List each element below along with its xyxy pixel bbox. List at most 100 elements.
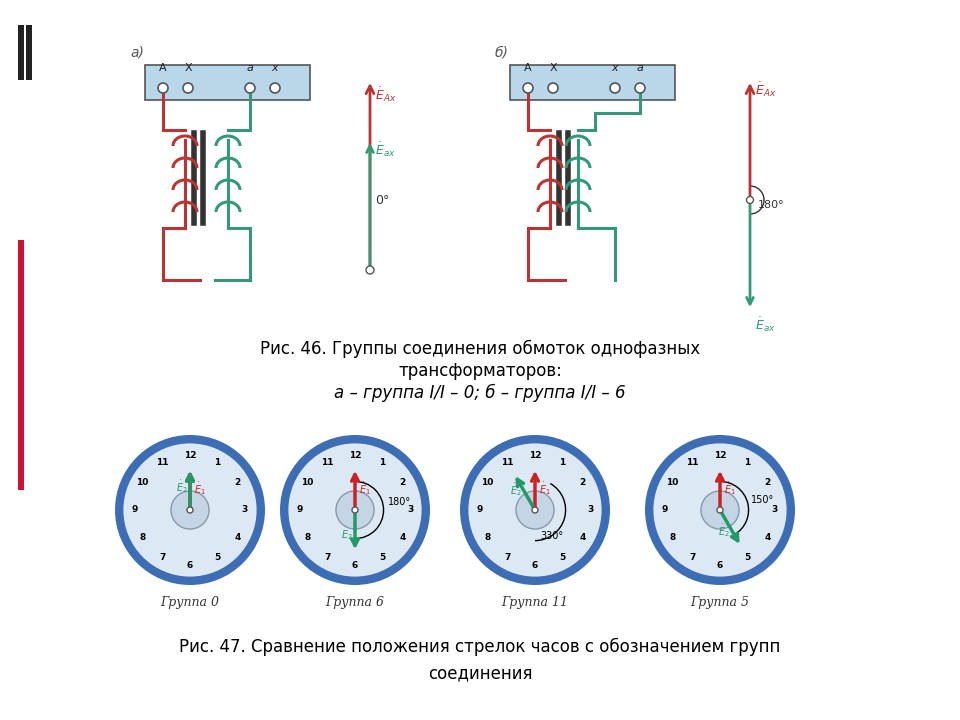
Text: 5: 5: [214, 553, 221, 562]
Text: соединения: соединения: [428, 664, 532, 682]
Text: 4: 4: [234, 533, 241, 542]
Circle shape: [467, 442, 603, 578]
Text: 5: 5: [560, 553, 565, 562]
Text: 10: 10: [481, 478, 493, 487]
Circle shape: [645, 435, 795, 585]
Circle shape: [171, 491, 209, 529]
Text: 9: 9: [297, 505, 303, 515]
Text: 9: 9: [477, 505, 483, 515]
Text: $\dot{E}_1$: $\dot{E}_1$: [724, 480, 736, 497]
Text: 1: 1: [214, 458, 221, 467]
Text: 5: 5: [744, 553, 751, 562]
Text: 4: 4: [764, 533, 771, 542]
Text: $\dot{E}_{ax}$: $\dot{E}_{ax}$: [755, 315, 776, 333]
Text: 8: 8: [304, 533, 310, 542]
Text: 12: 12: [713, 451, 727, 459]
Text: 3: 3: [242, 505, 248, 515]
Text: 11: 11: [501, 458, 514, 467]
Circle shape: [717, 507, 723, 513]
Text: X: X: [549, 63, 557, 73]
Text: A: A: [159, 63, 167, 73]
Text: 1: 1: [379, 458, 386, 467]
Text: а – группа I/I – 0; б – группа I/I – 6: а – группа I/I – 0; б – группа I/I – 6: [334, 384, 626, 402]
Text: 11: 11: [322, 458, 334, 467]
Bar: [145, 65, 310, 100]
Text: 11: 11: [156, 458, 169, 467]
Circle shape: [701, 491, 739, 529]
Text: 11: 11: [686, 458, 699, 467]
Text: 8: 8: [139, 533, 146, 542]
Circle shape: [635, 83, 645, 93]
Text: $\dot{E}_2$: $\dot{E}_2$: [177, 478, 188, 495]
Text: Рис. 47. Сравнение положения стрелок часов с обозначением групп: Рис. 47. Сравнение положения стрелок час…: [180, 638, 780, 656]
Bar: [26, 25, 32, 80]
Circle shape: [187, 507, 193, 513]
Circle shape: [532, 507, 538, 513]
Text: 9: 9: [132, 505, 138, 515]
Text: $\dot{E}_1$: $\dot{E}_1$: [359, 480, 371, 497]
Bar: [18, 440, 24, 458]
Text: 8: 8: [669, 533, 676, 542]
Circle shape: [287, 442, 423, 578]
Text: 3: 3: [772, 505, 779, 515]
Text: 10: 10: [301, 478, 314, 487]
Text: 3: 3: [587, 505, 593, 515]
Text: 6: 6: [532, 560, 539, 570]
Text: 1: 1: [744, 458, 751, 467]
Circle shape: [366, 266, 374, 274]
Text: 4: 4: [399, 533, 406, 542]
Text: 2: 2: [764, 478, 771, 487]
Text: 5: 5: [379, 553, 386, 562]
Circle shape: [460, 435, 610, 585]
Text: $\dot{E}_1$: $\dot{E}_1$: [539, 480, 551, 497]
Text: x: x: [612, 63, 618, 73]
Bar: [510, 65, 675, 100]
Text: 10: 10: [136, 478, 149, 487]
Text: 6: 6: [717, 560, 723, 570]
Text: 150°: 150°: [751, 495, 774, 505]
Circle shape: [245, 83, 255, 93]
Text: 1: 1: [560, 458, 565, 467]
Text: б): б): [495, 45, 509, 59]
Text: 180°: 180°: [758, 200, 784, 210]
Text: а): а): [130, 45, 144, 59]
Text: 12: 12: [183, 451, 196, 459]
Text: 6: 6: [352, 560, 358, 570]
Bar: [18, 25, 24, 80]
Text: X: X: [184, 63, 192, 73]
Text: Группа 11: Группа 11: [501, 596, 568, 609]
Text: 7: 7: [324, 553, 330, 562]
Text: 7: 7: [689, 553, 696, 562]
Text: 7: 7: [159, 553, 166, 562]
Text: 12: 12: [348, 451, 361, 459]
Circle shape: [158, 83, 168, 93]
Text: трансформаторов:: трансформаторов:: [398, 362, 562, 380]
Circle shape: [115, 435, 265, 585]
Circle shape: [183, 83, 193, 93]
Text: $\dot{E}_2$: $\dot{E}_2$: [510, 482, 521, 498]
Circle shape: [280, 435, 430, 585]
Text: Группа 5: Группа 5: [690, 596, 750, 609]
Circle shape: [610, 83, 620, 93]
Text: 4: 4: [580, 533, 586, 542]
Text: x: x: [272, 63, 278, 73]
Text: 9: 9: [661, 505, 668, 515]
Bar: [18, 240, 24, 490]
Text: 7: 7: [504, 553, 511, 562]
Circle shape: [336, 491, 374, 529]
Text: $\dot{E}_1$: $\dot{E}_1$: [194, 480, 205, 497]
Text: 6: 6: [187, 560, 193, 570]
Circle shape: [516, 491, 554, 529]
Bar: [18, 428, 24, 440]
Text: A: A: [524, 63, 532, 73]
Text: 0°: 0°: [375, 194, 390, 207]
Text: 12: 12: [529, 451, 541, 459]
Circle shape: [747, 197, 754, 204]
Circle shape: [652, 442, 788, 578]
Text: 180°: 180°: [388, 497, 411, 507]
Text: $\dot{E}_2$: $\dot{E}_2$: [718, 521, 730, 539]
Text: 3: 3: [407, 505, 413, 515]
Text: a: a: [636, 63, 643, 73]
Circle shape: [523, 83, 533, 93]
Text: Группа 0: Группа 0: [160, 596, 220, 609]
